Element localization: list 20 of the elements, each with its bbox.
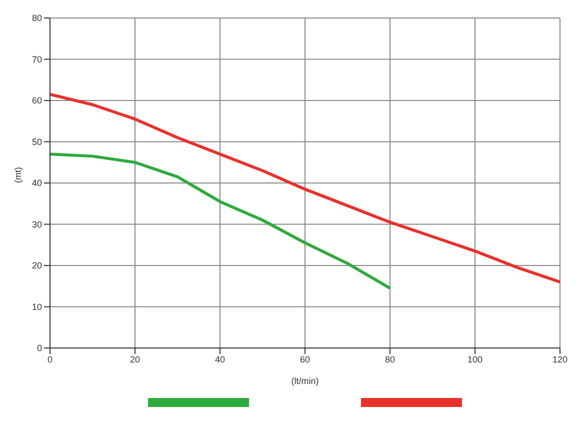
y-tick-label: 70 xyxy=(32,54,42,64)
y-axis-title: (mt) xyxy=(13,167,24,183)
y-tick-label: 60 xyxy=(32,96,42,106)
y-tick-label: 20 xyxy=(32,260,42,271)
y-tick-label: 40 xyxy=(32,178,42,188)
line-series xyxy=(50,92,560,284)
y-tick-label: 10 xyxy=(32,302,42,312)
x-tick-label: 80 xyxy=(384,354,396,364)
line-series xyxy=(50,152,392,290)
y-tick-label: 50 xyxy=(32,136,42,147)
x-tick-label: 20 xyxy=(130,354,140,364)
y-tick-label: 30 xyxy=(32,219,42,230)
x-tick-label: 100 xyxy=(467,354,483,364)
x-tick-label: 40 xyxy=(214,354,226,364)
y-tick-label: 0 xyxy=(36,343,42,354)
x-tick-label: 0 xyxy=(47,354,53,364)
y-tick-label: 80 xyxy=(32,13,42,24)
x-tick-label: 120 xyxy=(552,354,568,364)
x-tick-label: 60 xyxy=(300,354,310,364)
x-axis-title: (lt/min) xyxy=(291,376,319,386)
